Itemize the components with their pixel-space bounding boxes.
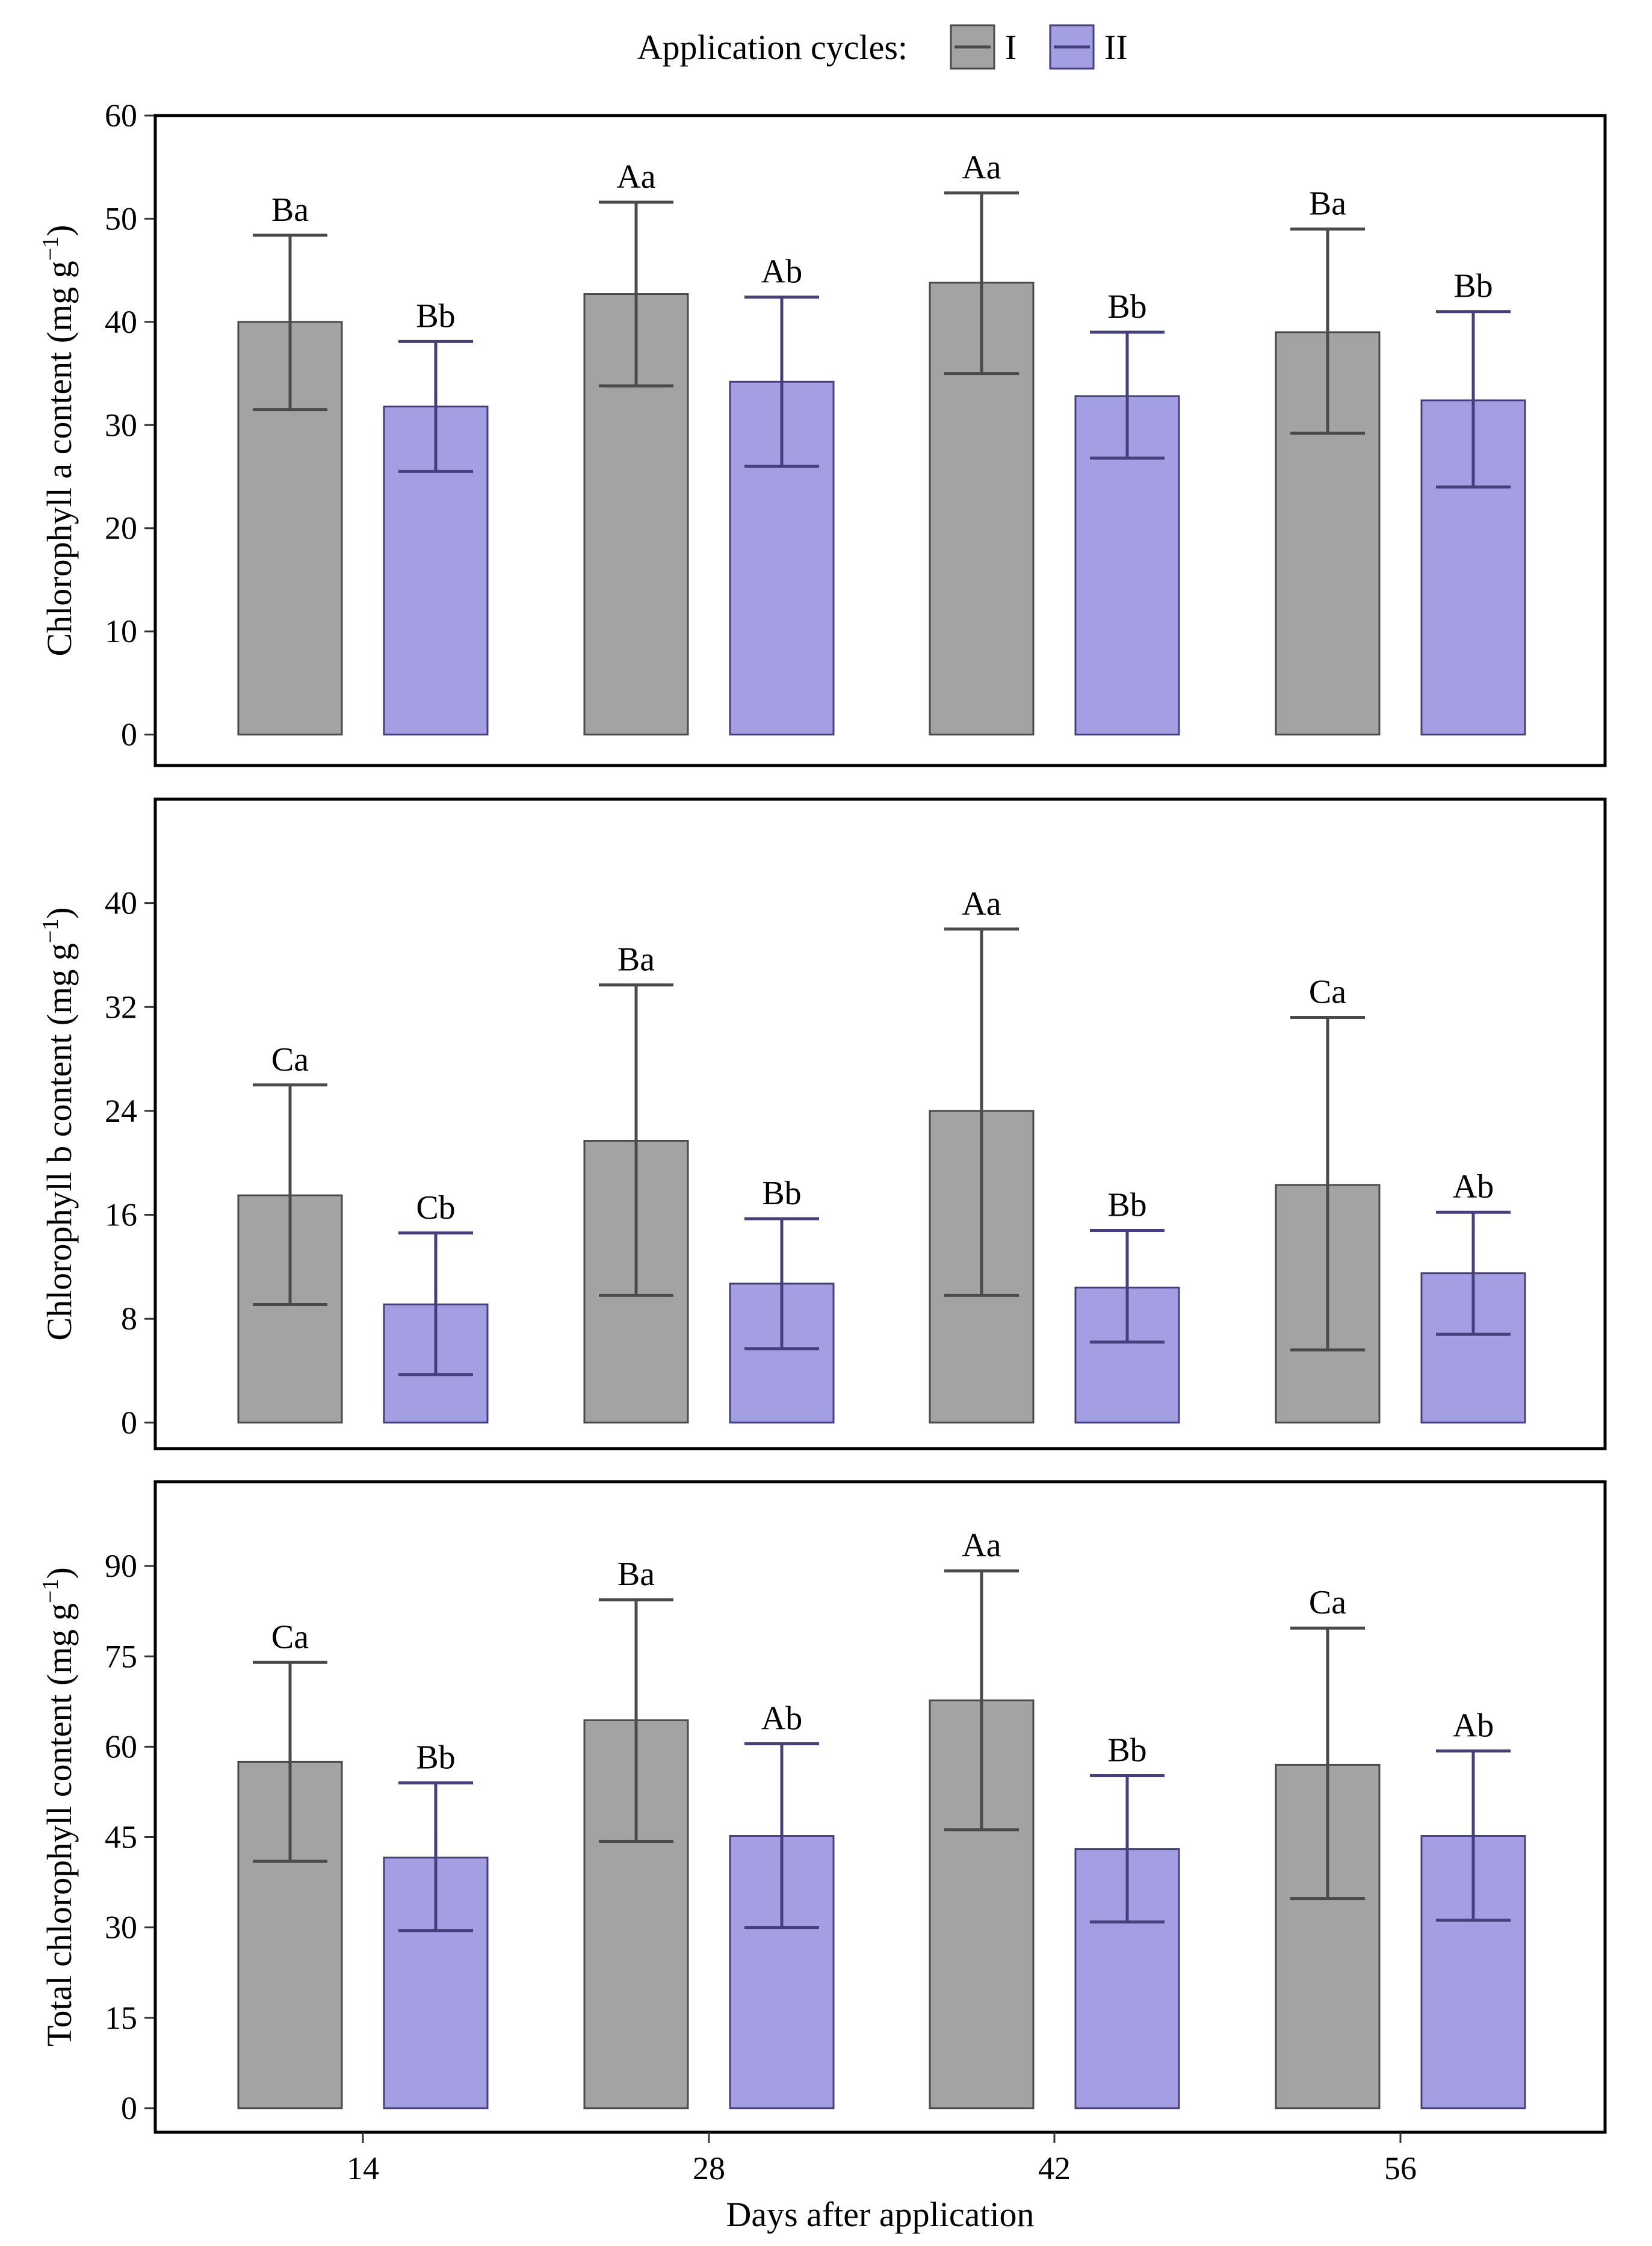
significance-label: Cb xyxy=(416,1189,455,1227)
y-tick-label: 24 xyxy=(105,1093,137,1129)
legend: Application cycles: I II xyxy=(637,24,1128,70)
y-tick-label: 0 xyxy=(121,2090,137,2126)
legend-title: Application cycles: xyxy=(637,28,908,67)
y-tick-label: 50 xyxy=(105,200,137,237)
x-axis-title: Days after application xyxy=(726,2195,1034,2234)
chart-panel-3: 0 15 30 45 60 75 90 Ca Ba Aa Ca Bb Ab Bb Ab Total chlor… xyxy=(38,1480,1607,2134)
significance-label: Bb xyxy=(1107,288,1146,326)
significance-label: Ab xyxy=(1453,1168,1494,1205)
y-tick-label: 40 xyxy=(105,304,137,340)
legend-label: II xyxy=(1104,28,1128,67)
significance-label: Ca xyxy=(271,1618,309,1656)
significance-label: Ba xyxy=(617,1556,655,1593)
y-tick-label: 30 xyxy=(105,407,137,443)
y-tick-label: 90 xyxy=(105,1548,137,1584)
significance-label: Ab xyxy=(761,1700,802,1737)
significance-label: Bb xyxy=(416,297,455,335)
significance-label: Bb xyxy=(1453,268,1493,305)
x-tick-label: 56 xyxy=(1384,2150,1417,2186)
significance-label: Aa xyxy=(962,885,1001,923)
significance-label: Ca xyxy=(1309,974,1346,1011)
significance-label: Ca xyxy=(1309,1584,1346,1621)
legend-label: I xyxy=(1005,28,1016,67)
y-tick-label: 60 xyxy=(105,97,137,134)
legend-item-I: I xyxy=(950,24,1016,70)
x-tick-label: 28 xyxy=(693,2150,725,2186)
y-tick-label: 40 xyxy=(105,885,137,921)
panel-frame xyxy=(153,1480,1607,2134)
chart-panel-1: 0 10 20 30 40 50 60 Ba Aa Aa Ba Bb Ab Bb Bb Chlorophyll… xyxy=(38,97,1607,767)
y-tick-label: 20 xyxy=(105,510,137,546)
y-tick-label: 75 xyxy=(105,1638,137,1674)
significance-label: Bb xyxy=(762,1175,801,1212)
y-tick-label: 0 xyxy=(121,717,137,753)
significance-label: Ca xyxy=(271,1041,309,1078)
legend-item-II: II xyxy=(1049,24,1128,70)
x-tick-label: 14 xyxy=(347,2150,379,2186)
y-tick-label: 60 xyxy=(105,1728,137,1765)
y-axis-title: Total chlorophyll content (mg g−1) xyxy=(38,1567,79,2047)
x-tick-label: 42 xyxy=(1038,2150,1071,2186)
significance-label: Aa xyxy=(962,1527,1001,1564)
significance-label: Bb xyxy=(416,1739,455,1776)
significance-label: Ba xyxy=(1309,185,1346,223)
chart-panels: 0 10 20 30 40 50 60 Ba Aa Aa Ba Bb Ab Bb Bb Chlorophyll… xyxy=(38,97,1607,2134)
y-tick-label: 16 xyxy=(105,1197,137,1233)
significance-label: Ba xyxy=(271,191,309,229)
panel-frame xyxy=(153,114,1607,767)
y-tick-label: 32 xyxy=(105,989,137,1025)
significance-label: Aa xyxy=(962,149,1001,187)
significance-label: Bb xyxy=(1107,1731,1146,1769)
y-tick-label: 30 xyxy=(105,1910,137,1946)
significance-label: Ab xyxy=(1453,1707,1494,1744)
significance-label: Aa xyxy=(616,158,655,196)
significance-label: Ba xyxy=(617,941,655,979)
y-axis-title: Chlorophyll a content (mg g−1) xyxy=(38,225,79,657)
x-axis: 14 28 42 56 Days after application xyxy=(347,2132,1417,2234)
significance-label: Ab xyxy=(761,253,802,291)
panel-frame xyxy=(153,797,1607,1450)
y-tick-label: 0 xyxy=(121,1405,137,1441)
chart-panel-2: 0 8 16 24 32 40 Ca Ba Aa Ca Cb Bb Bb Ab Chlorophyll b … xyxy=(38,797,1607,1450)
y-tick-label: 10 xyxy=(105,613,137,649)
significance-label: Bb xyxy=(1107,1186,1146,1224)
y-tick-label: 15 xyxy=(105,2000,137,2036)
y-axis-title: Chlorophyll b content (mg g−1) xyxy=(38,907,79,1340)
y-tick-label: 45 xyxy=(105,1819,137,1855)
y-tick-label: 8 xyxy=(121,1301,137,1337)
